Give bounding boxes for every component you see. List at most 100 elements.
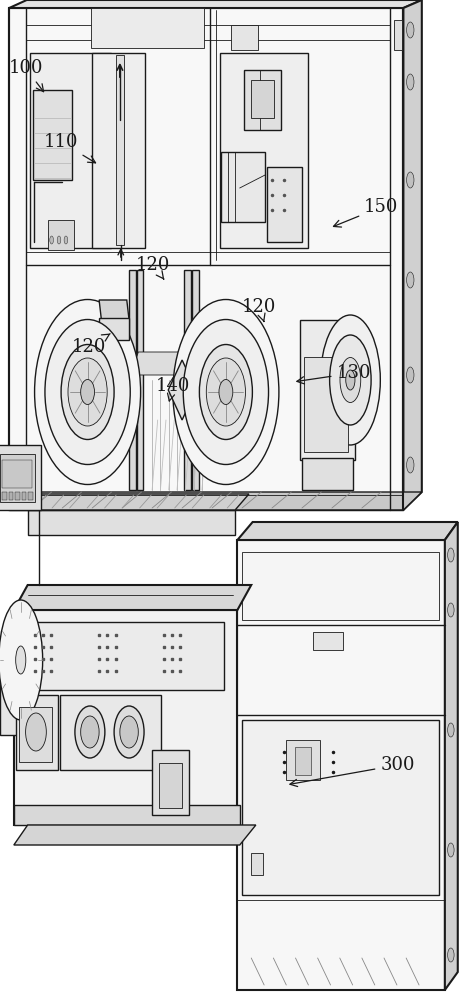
Bar [220,53,308,248]
Ellipse shape [81,379,95,404]
Ellipse shape [219,379,233,404]
Polygon shape [9,492,422,510]
Bar [184,270,191,490]
Bar [60,695,161,770]
Ellipse shape [25,713,46,751]
Polygon shape [99,300,129,320]
Circle shape [407,457,414,473]
Circle shape [407,367,414,383]
Ellipse shape [346,370,355,390]
Bar [99,318,129,340]
Text: 110: 110 [44,133,95,163]
Ellipse shape [120,716,138,748]
Ellipse shape [320,315,380,445]
Ellipse shape [173,300,279,485]
Bar [91,8,204,48]
Bar [313,632,343,650]
Polygon shape [0,445,41,510]
Bar [19,707,52,762]
Bar [0,454,35,502]
Polygon shape [198,370,226,430]
Bar [302,458,353,490]
Ellipse shape [330,335,371,425]
Polygon shape [237,540,445,990]
Circle shape [448,843,454,857]
Text: 150: 150 [333,198,399,227]
Ellipse shape [16,646,26,674]
Circle shape [407,22,414,38]
Circle shape [448,723,454,737]
Polygon shape [14,590,237,610]
Ellipse shape [61,344,114,440]
Bar [230,25,258,50]
Bar [300,320,355,460]
Bar [28,492,33,500]
Polygon shape [14,825,256,845]
Bar [9,492,13,500]
Circle shape [64,236,68,244]
Bar [159,763,182,808]
Polygon shape [14,610,237,825]
Ellipse shape [199,344,253,440]
Bar [129,270,136,490]
Polygon shape [14,585,251,610]
Polygon shape [237,522,458,540]
Ellipse shape [0,600,42,720]
Bar [192,270,199,490]
Text: 120: 120 [71,334,110,356]
Text: 120: 120 [136,256,171,279]
Circle shape [448,548,454,562]
Circle shape [57,236,61,244]
Circle shape [407,172,414,188]
Polygon shape [28,494,249,510]
Ellipse shape [114,706,144,758]
Bar [221,152,265,222]
Bar [0,660,32,735]
Circle shape [407,74,414,90]
Circle shape [50,236,53,244]
Ellipse shape [45,320,130,464]
Bar [92,53,145,248]
Polygon shape [445,522,458,990]
Bar [304,357,348,452]
Ellipse shape [75,706,105,758]
Ellipse shape [340,358,361,402]
Ellipse shape [183,320,268,464]
Bar [15,492,20,500]
Text: 300: 300 [290,756,415,787]
Polygon shape [9,8,403,510]
Bar [22,492,26,500]
Polygon shape [28,510,235,535]
Bar [137,270,143,490]
Bar [242,552,439,620]
Bar [116,55,124,245]
Polygon shape [9,0,422,8]
Bar [251,853,263,875]
Bar [267,167,302,242]
Bar [25,622,224,690]
Text: 140: 140 [156,377,190,401]
Ellipse shape [206,358,245,426]
Bar [152,750,189,815]
Bar [2,460,32,488]
Text: 130: 130 [297,364,371,384]
Bar [48,220,74,250]
Circle shape [407,272,414,288]
Polygon shape [14,805,240,825]
Bar [244,70,281,130]
Bar [394,20,402,50]
Bar [33,90,72,180]
Bar [295,747,311,775]
Text: 120: 120 [242,298,277,322]
Bar [251,80,274,118]
Polygon shape [131,352,198,375]
Circle shape [448,948,454,962]
Bar [2,492,7,500]
Text: 100: 100 [8,59,44,92]
Polygon shape [168,360,196,420]
Ellipse shape [68,358,107,426]
Bar [286,740,320,780]
Circle shape [448,603,454,617]
Bar [242,720,439,895]
Polygon shape [403,0,422,510]
